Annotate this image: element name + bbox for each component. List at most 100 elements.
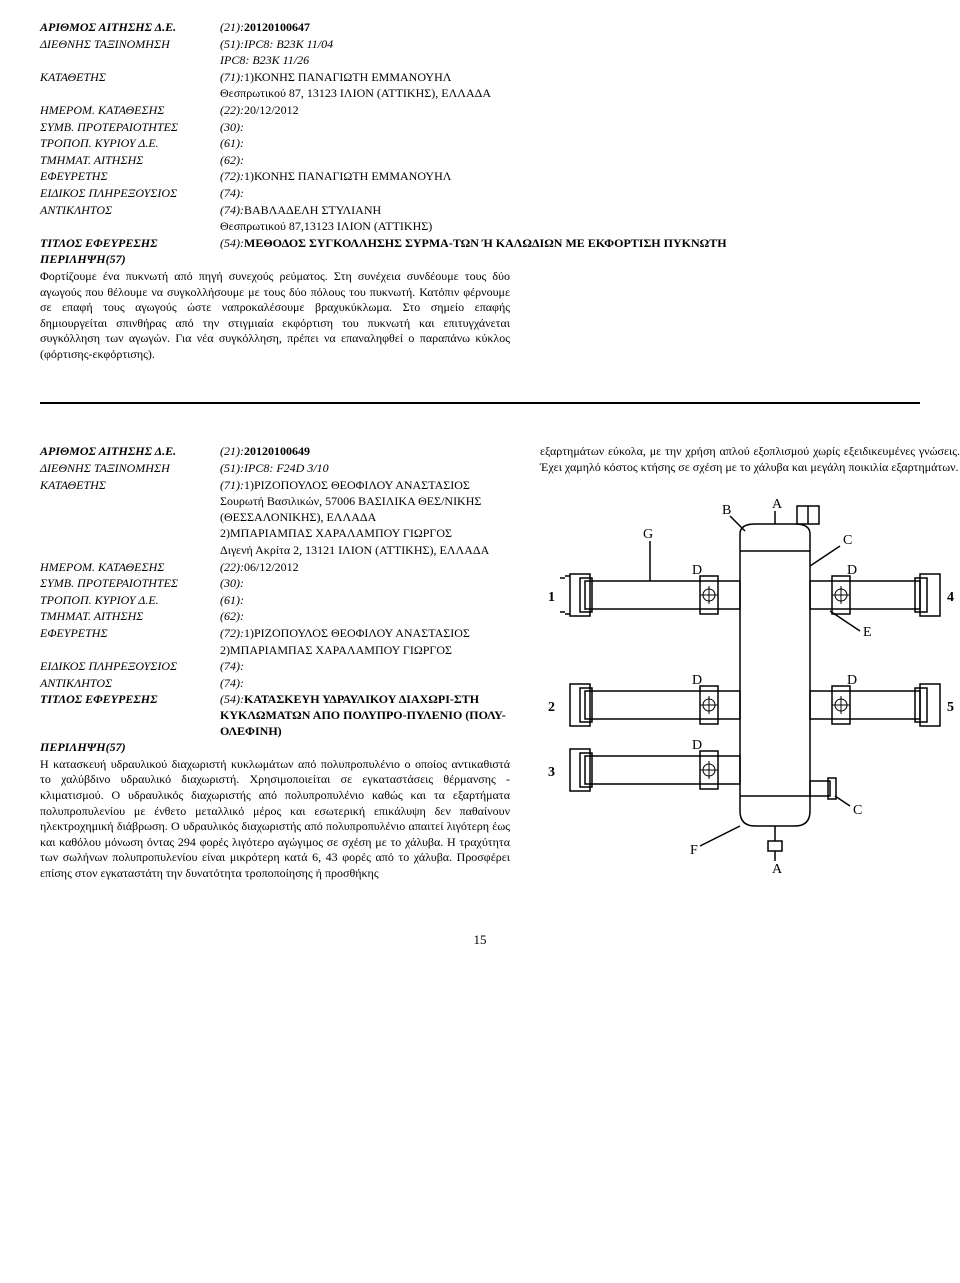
r2-label: ΣΥΜΒ. ΠΡΟΤΕΡΑΙΟΤΗΤΕΣ [40, 576, 220, 592]
r1-label: ΗΜΕΡΟΜ. ΚΑΤΑΘΕΣΗΣ [40, 103, 220, 119]
fig-num-5: 5 [947, 700, 954, 715]
r2-label: ΤΙΤΛΟΣ ΕΦΕΥΡΕΣΗΣ [40, 692, 220, 739]
r1-label [40, 219, 220, 235]
r1-value: (54):ΜΕΘΟΔΟΣ ΣΥΓΚΟΛΛΗΣΗΣ ΣΥΡΜΑ-ΤΩΝ Ή ΚΑΛ… [220, 236, 920, 252]
r1-value: (62): [220, 153, 920, 169]
r1-row: ΤΜΗΜΑΤ. ΑΙΤΗΣΗΣ(62): [40, 153, 920, 169]
r1-row: ΣΥΜΒ. ΠΡΟΤΕΡΑΙΟΤΗΤΕΣ(30): [40, 120, 920, 136]
patent-figure: A B G C E C F A D D D D D 1 2 3 4 5 [540, 496, 960, 876]
r2-row: ΤΡΟΠΟΠ. ΚΥΡΙΟΥ Δ.Ε.(61): [40, 593, 510, 609]
r1-row: Θεσπρωτικού 87, 13123 ΙΛΙΟΝ (ΑΤΤΙΚΗΣ), Ε… [40, 86, 920, 102]
r2-value: (62): [220, 609, 510, 625]
r2-label [40, 526, 220, 542]
abstract-continuation: εξαρτημάτων εύκολα, με την χρήση απλού ε… [540, 444, 960, 475]
r2-label: ΕΙΔΙΚΟΣ ΠΛΗΡΕΞΟΥΣΙΟΣ [40, 659, 220, 675]
fig-num-4: 4 [947, 590, 954, 605]
r1-label: ΚΑΤΑΘΕΤΗΣ [40, 70, 220, 86]
fig-label-A2: A [772, 862, 783, 876]
fig-num-2: 2 [548, 700, 555, 715]
r1-value: (21):20120100647 [220, 20, 920, 36]
r1-value: Θεσπρωτικού 87, 13123 ΙΛΙΟΝ (ΑΤΤΙΚΗΣ), Ε… [220, 86, 920, 102]
r2-label: ΕΦΕΥΡΕΤΗΣ [40, 626, 220, 642]
r2-row: ΔΙΕΘΝΗΣ ΤΑΞΙΝΟΜΗΣΗ(51):IPC8: F24D 3/10 [40, 461, 510, 477]
r2-label: ΚΑΤΑΘΕΤΗΣ [40, 478, 220, 494]
r2-value: 2)ΜΠΑΡΙΑΜΠΑΣ ΧΑΡΑΛΑΜΠΟΥ ΓΙΩΡΓΟΣ [220, 526, 510, 542]
r1-row: ΕΦΕΥΡΕΤΗΣ(72):1)ΚΟΝΗΣ ΠΑΝΑΓΙΩΤΗ ΕΜΜΑΝΟΥΗ… [40, 169, 920, 185]
r2-row: ΑΡΙΘΜΟΣ ΑΙΤΗΣΗΣ Δ.Ε.(21):20120100649 [40, 444, 510, 460]
r2-row: ΗΜΕΡΟΜ. ΚΑΤΑΘΕΣΗΣ(22):06/12/2012 [40, 560, 510, 576]
r2-row: 2)ΜΠΑΡΙΑΜΠΑΣ ΧΑΡΑΛΑΜΠΟΥ ΓΙΩΡΓΟΣ [40, 643, 510, 659]
r2-label [40, 643, 220, 659]
record-divider [40, 402, 920, 404]
r1-label: ΤΡΟΠΟΠ. ΚΥΡΙΟΥ Δ.Ε. [40, 136, 220, 152]
fig-label-D: D [847, 673, 857, 688]
page-number: 15 [40, 932, 920, 949]
r2-row: ΤΜΗΜΑΤ. ΑΙΤΗΣΗΣ(62): [40, 609, 510, 625]
patent-record-1: ΑΡΙΘΜΟΣ ΑΙΤΗΣΗΣ Δ.Ε.(21):20120100647ΔΙΕΘ… [40, 20, 920, 362]
r2-row: ΕΙΔΙΚΟΣ ΠΛΗΡΕΞΟΥΣΙΟΣ(74): [40, 659, 510, 675]
r1-row: ΕΙΔΙΚΟΣ ΠΛΗΡΕΞΟΥΣΙΟΣ(74): [40, 186, 920, 202]
fig-label-G: G [643, 527, 653, 542]
r2-value: (51):IPC8: F24D 3/10 [220, 461, 510, 477]
fig-label-C2: C [853, 803, 862, 818]
r2-label: ΔΙΕΘΝΗΣ ΤΑΞΙΝΟΜΗΣΗ [40, 461, 220, 477]
r1-row: ΗΜΕΡΟΜ. ΚΑΤΑΘΕΣΗΣ(22):20/12/2012 [40, 103, 920, 119]
r2-label: ΑΝΤΙΚΛΗΤΟΣ [40, 676, 220, 692]
fig-label-E: E [863, 625, 872, 640]
fig-num-1: 1 [548, 590, 555, 605]
r1-value: (72):1)ΚΟΝΗΣ ΠΑΝΑΓΙΩΤΗ ΕΜΜΑΝΟΥΗΛ [220, 169, 920, 185]
fig-label-D: D [692, 673, 702, 688]
r2-value: (74): [220, 659, 510, 675]
r2-label [40, 543, 220, 559]
fig-num-3: 3 [548, 765, 555, 780]
r1-value: (71):1)ΚΟΝΗΣ ΠΑΝΑΓΙΩΤΗ ΕΜΜΑΝΟΥΗΛ [220, 70, 920, 86]
r2-value: (21):20120100649 [220, 444, 510, 460]
fig-label-D: D [692, 563, 702, 578]
r2-row: ΑΝΤΙΚΛΗΤΟΣ(74): [40, 676, 510, 692]
r2-value: (22):06/12/2012 [220, 560, 510, 576]
r2-value: (30): [220, 576, 510, 592]
r1-label: ΑΝΤΙΚΛΗΤΟΣ [40, 203, 220, 219]
r1-row: IPC8: B23K 11/26 [40, 53, 920, 69]
r1-value: (74):ΒΑΒΛΑΔΕΛΗ ΣΤΥΛΙΑΝΗ [220, 203, 920, 219]
r2-value: (61): [220, 593, 510, 609]
r1-value: IPC8: B23K 11/26 [220, 53, 920, 69]
fig-label-A: A [772, 497, 783, 512]
r2-row: ΣΥΜΒ. ΠΡΟΤΕΡΑΙΟΤΗΤΕΣ(30): [40, 576, 510, 592]
r1-row: Θεσπρωτικού 87,13123 ΙΛΙΟΝ (ΑΤΤΙΚΗΣ) [40, 219, 920, 235]
r1-label: ΑΡΙΘΜΟΣ ΑΙΤΗΣΗΣ Δ.Ε. [40, 20, 220, 36]
r2-value: (54):ΚΑΤΑΣΚΕΥΗ ΥΔΡΑΥΛΙΚΟΥ ΔΙΑΧΩΡΙ-ΣΤΗ ΚΥ… [220, 692, 510, 739]
r1-value: (74): [220, 186, 920, 202]
abstract-label: ΠΕΡΙΛΗΨΗ(57) [40, 252, 220, 268]
r2-value: Σουρωτή Βασιλικών, 57006 ΒΑΣΙΛΙΚΑ ΘΕΣ/ΝΙ… [220, 494, 510, 525]
r1-label: ΔΙΕΘΝΗΣ ΤΑΞΙΝΟΜΗΣΗ [40, 37, 220, 53]
fig-label-D: D [692, 738, 702, 753]
r2-row: ΕΦΕΥΡΕΤΗΣ(72):1)ΡΙΖΟΠΟΥΛΟΣ ΘΕΟΦΙΛΟΥ ΑΝΑΣ… [40, 626, 510, 642]
r1-row: ΤΡΟΠΟΠ. ΚΥΡΙΟΥ Δ.Ε.(61): [40, 136, 920, 152]
r2-value: 2)ΜΠΑΡΙΑΜΠΑΣ ΧΑΡΑΛΑΜΠΟΥ ΓΙΩΡΓΟΣ [220, 643, 510, 659]
r2-row: ΤΙΤΛΟΣ ΕΦΕΥΡΕΣΗΣ(54):ΚΑΤΑΣΚΕΥΗ ΥΔΡΑΥΛΙΚΟ… [40, 692, 510, 739]
fig-label-F: F [690, 843, 698, 858]
r1-row: ΑΡΙΘΜΟΣ ΑΙΤΗΣΗΣ Δ.Ε.(21):20120100647 [40, 20, 920, 36]
r1-value: (51):IPC8: B23K 11/04 [220, 37, 920, 53]
r1-row: ΤΙΤΛΟΣ ΕΦΕΥΡΕΣΗΣ(54):ΜΕΘΟΔΟΣ ΣΥΓΚΟΛΛΗΣΗΣ… [40, 236, 920, 252]
r2-label: ΤΜΗΜΑΤ. ΑΙΤΗΣΗΣ [40, 609, 220, 625]
r2-label [40, 494, 220, 525]
fig-label-D: D [847, 563, 857, 578]
r1-label: ΤΙΤΛΟΣ ΕΦΕΥΡΕΣΗΣ [40, 236, 220, 252]
r1-label: ΕΙΔΙΚΟΣ ΠΛΗΡΕΞΟΥΣΙΟΣ [40, 186, 220, 202]
r2-value: (74): [220, 676, 510, 692]
r2-label: ΑΡΙΘΜΟΣ ΑΙΤΗΣΗΣ Δ.Ε. [40, 444, 220, 460]
r2-value: Διγενή Ακρίτα 2, 13121 ΙΛΙΟΝ (ΑΤΤΙΚΗΣ), … [220, 543, 510, 559]
abstract-text: Φορτίζουμε ένα πυκνωτή από πηγή συνεχούς… [40, 269, 510, 363]
r1-value: (22):20/12/2012 [220, 103, 920, 119]
r2-row: ΚΑΤΑΘΕΤΗΣ(71):1)ΡΙΖΟΠΟΥΛΟΣ ΘΕΟΦΙΛΟΥ ΑΝΑΣ… [40, 478, 510, 494]
r2-value: (72):1)ΡΙΖΟΠΟΥΛΟΣ ΘΕΟΦΙΛΟΥ ΑΝΑΣΤΑΣΙΟΣ [220, 626, 510, 642]
r1-value: Θεσπρωτικού 87,13123 ΙΛΙΟΝ (ΑΤΤΙΚΗΣ) [220, 219, 920, 235]
abstract-text-2: Η κατασκευή υδραυλικού διαχωριστή κυκλωμ… [40, 757, 510, 882]
r1-label: ΕΦΕΥΡΕΤΗΣ [40, 169, 220, 185]
patent-record-2: ΑΡΙΘΜΟΣ ΑΙΤΗΣΗΣ Δ.Ε.(21):20120100649ΔΙΕΘ… [40, 444, 920, 881]
abstract-label-2: ΠΕΡΙΛΗΨΗ(57) [40, 740, 220, 756]
r2-label: ΗΜΕΡΟΜ. ΚΑΤΑΘΕΣΗΣ [40, 560, 220, 576]
r1-label [40, 53, 220, 69]
